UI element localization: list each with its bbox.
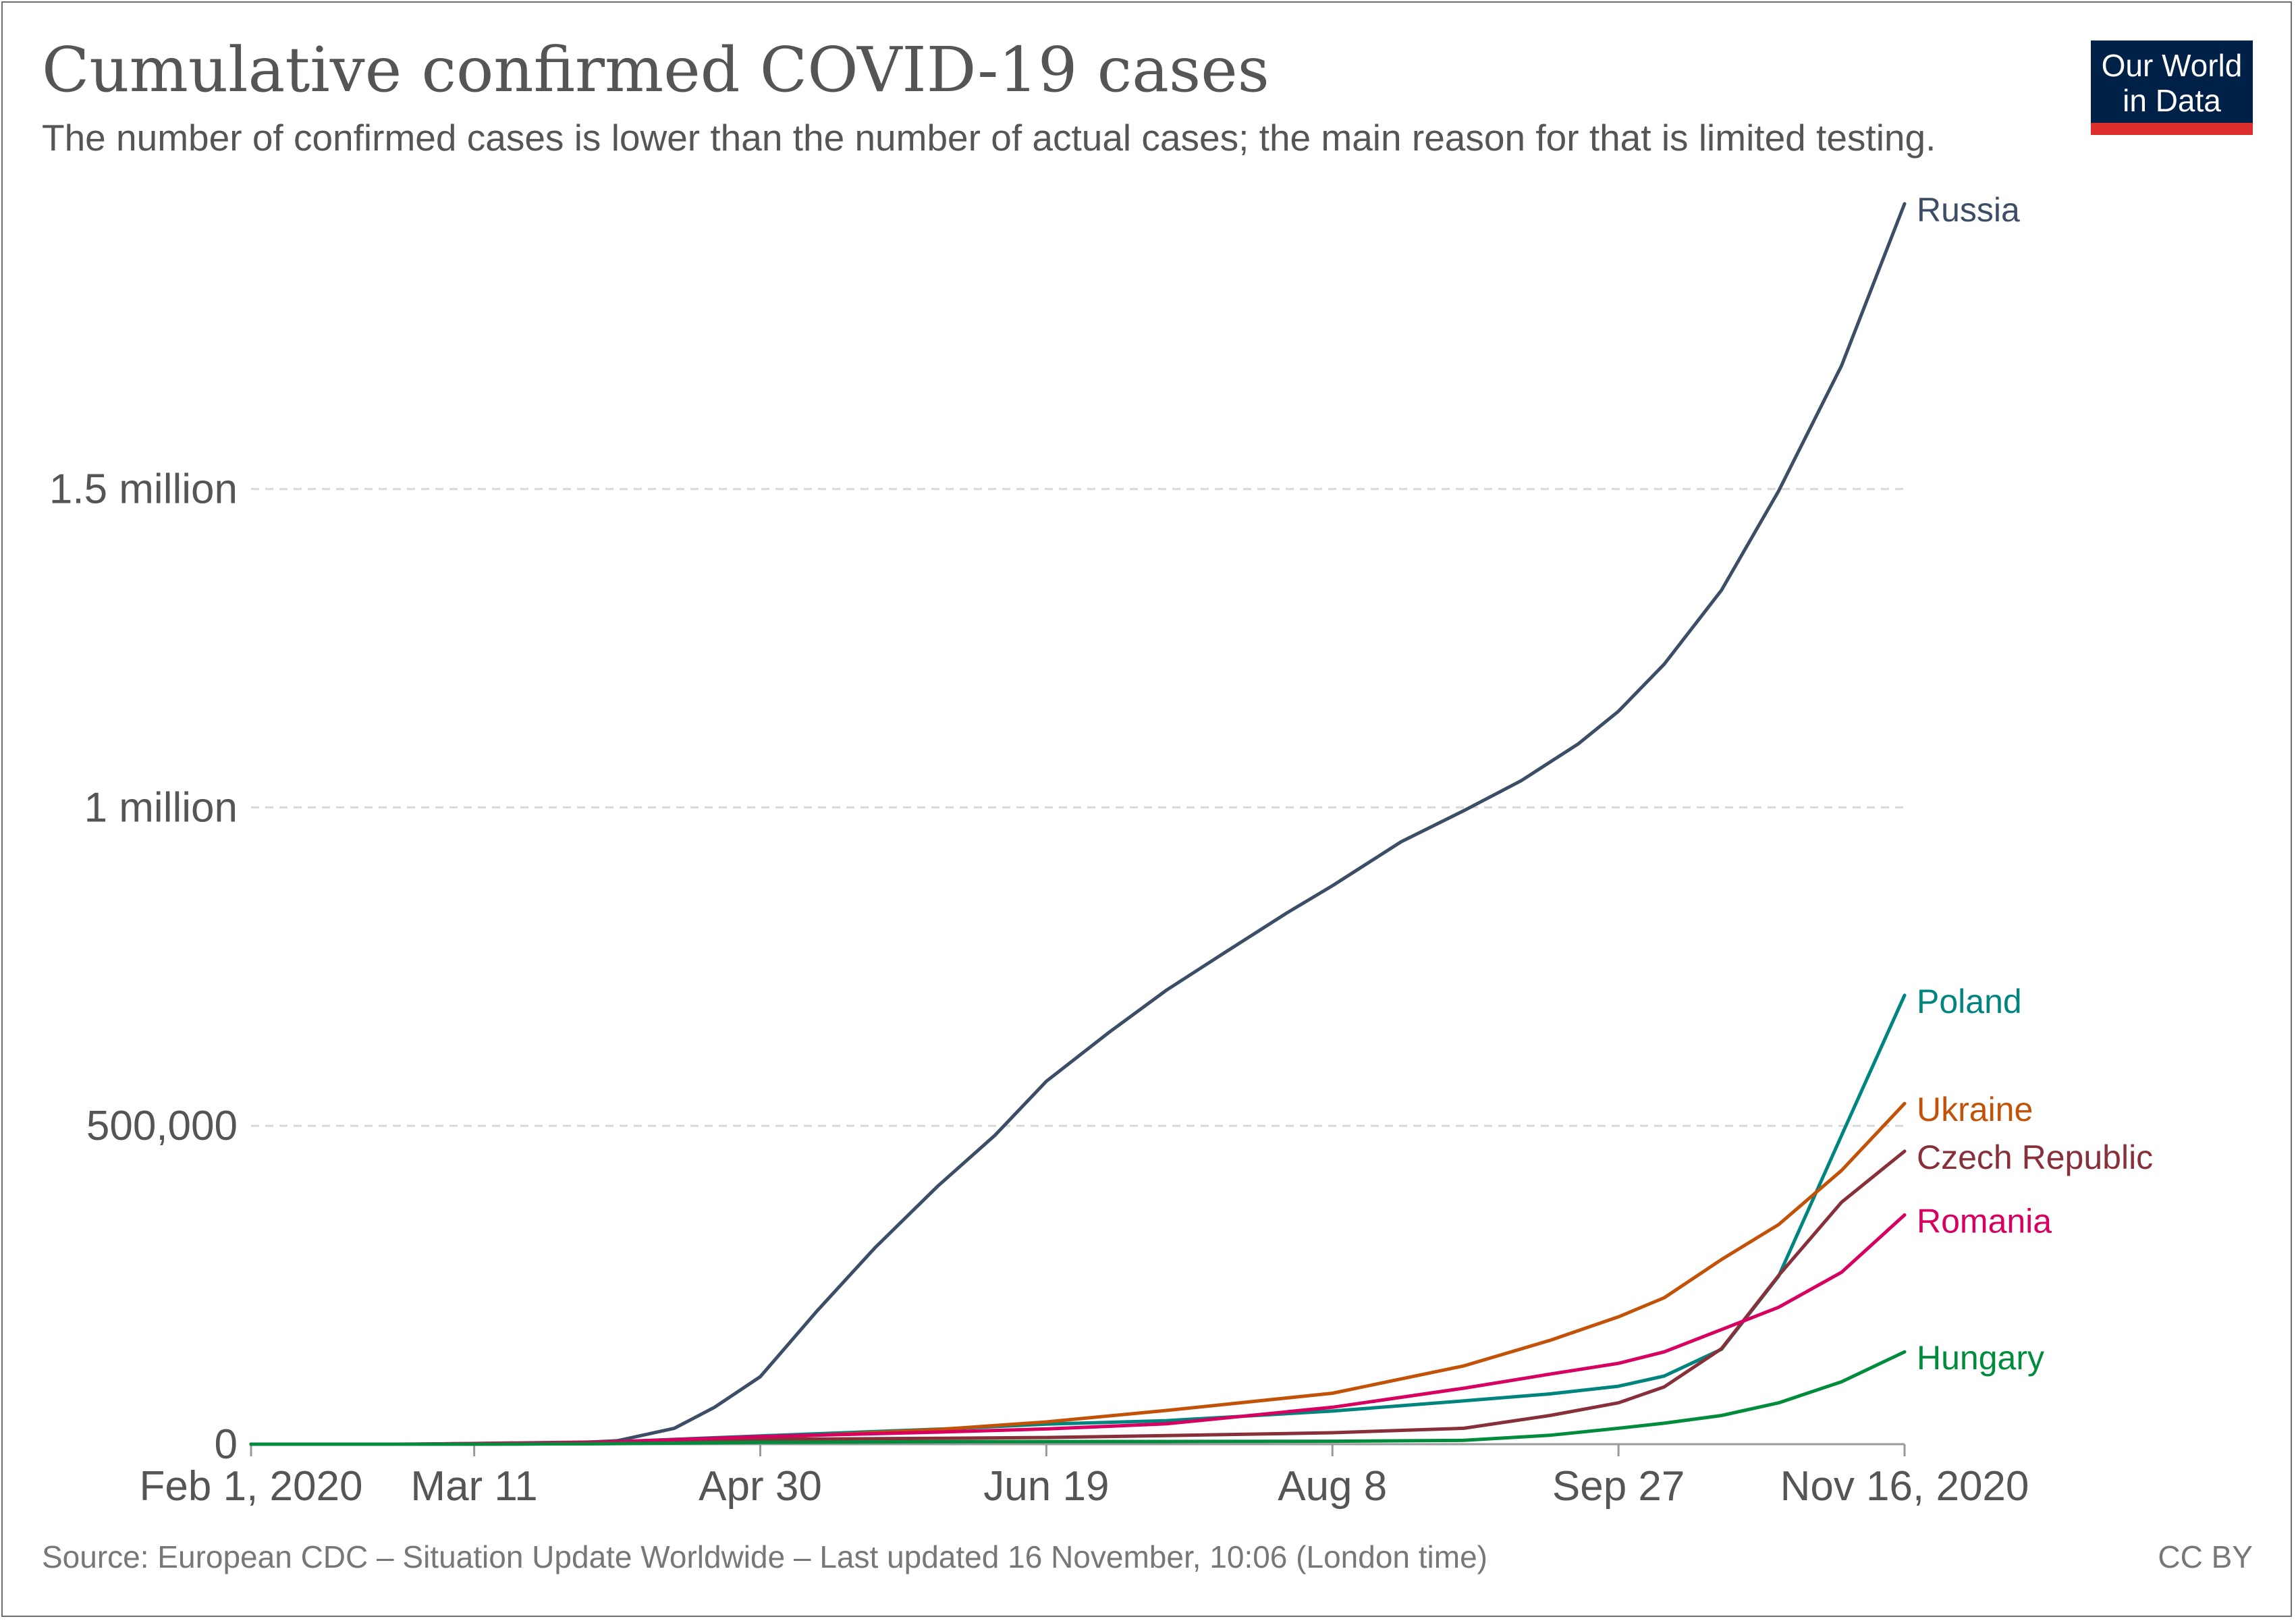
logo-background [2091, 40, 2253, 123]
x-tick-label: Feb 1, 2020 [140, 1463, 363, 1510]
y-tick-label: 500,000 [86, 1103, 238, 1149]
series-label-czech-republic[interactable]: Czech Republic [1917, 1138, 2153, 1176]
owid-logo[interactable]: Our World in Data [2091, 40, 2253, 135]
x-tick-label: Sep 27 [1552, 1463, 1685, 1510]
logo-line1: Our World [2102, 48, 2243, 83]
series-label-ukraine[interactable]: Ukraine [1917, 1091, 2033, 1128]
x-axis: Feb 1, 2020 Mar 11 Apr 30 Jun 19 Aug 8 Sep 27… [140, 1443, 2029, 1510]
series-label-poland[interactable]: Poland [1917, 983, 2022, 1020]
logo-red-bar [2091, 123, 2253, 135]
x-tick-label: Aug 8 [1278, 1463, 1387, 1510]
series-line-romania[interactable] [249, 1213, 1907, 1446]
series-label-hungary[interactable]: Hungary [1917, 1339, 2044, 1377]
y-tick-label: 1 million [84, 784, 238, 831]
logo-line2: in Data [2123, 83, 2221, 118]
series-lines [249, 202, 1907, 1446]
series-label-russia[interactable]: Russia [1917, 191, 2020, 229]
license-link[interactable]: CC BY [2158, 1539, 2253, 1574]
series-line-ukraine[interactable] [249, 1101, 1907, 1446]
chart-subtitle: The number of confirmed cases is lower t… [42, 117, 1936, 159]
source-note: Source: European CDC – Situation Update … [42, 1539, 1487, 1574]
y-tick-label: 0 [215, 1421, 238, 1468]
y-tick-label: 1.5 million [49, 466, 238, 513]
x-tick-label: Nov 16, 2020 [1780, 1463, 2029, 1510]
series-label-romania[interactable]: Romania [1917, 1202, 2052, 1240]
series-labels: Russia Poland Ukraine Czech Republic Romania… [1917, 191, 2153, 1377]
x-tick-label: Apr 30 [699, 1463, 822, 1510]
chart-title: Cumulative confirmed COVID-19 cases [42, 34, 1269, 106]
series-line-russia[interactable] [249, 202, 1907, 1446]
x-tick-label: Jun 19 [983, 1463, 1109, 1510]
series-line-czech-republic[interactable] [249, 1149, 1907, 1446]
gridlines [251, 488, 1905, 1127]
series-line-poland[interactable] [249, 993, 1907, 1446]
x-tick-label: Mar 11 [410, 1463, 537, 1510]
y-axis-ticks: 0 500,000 1 million 1.5 million [49, 466, 238, 1468]
series-line-hungary[interactable] [249, 1350, 1907, 1446]
